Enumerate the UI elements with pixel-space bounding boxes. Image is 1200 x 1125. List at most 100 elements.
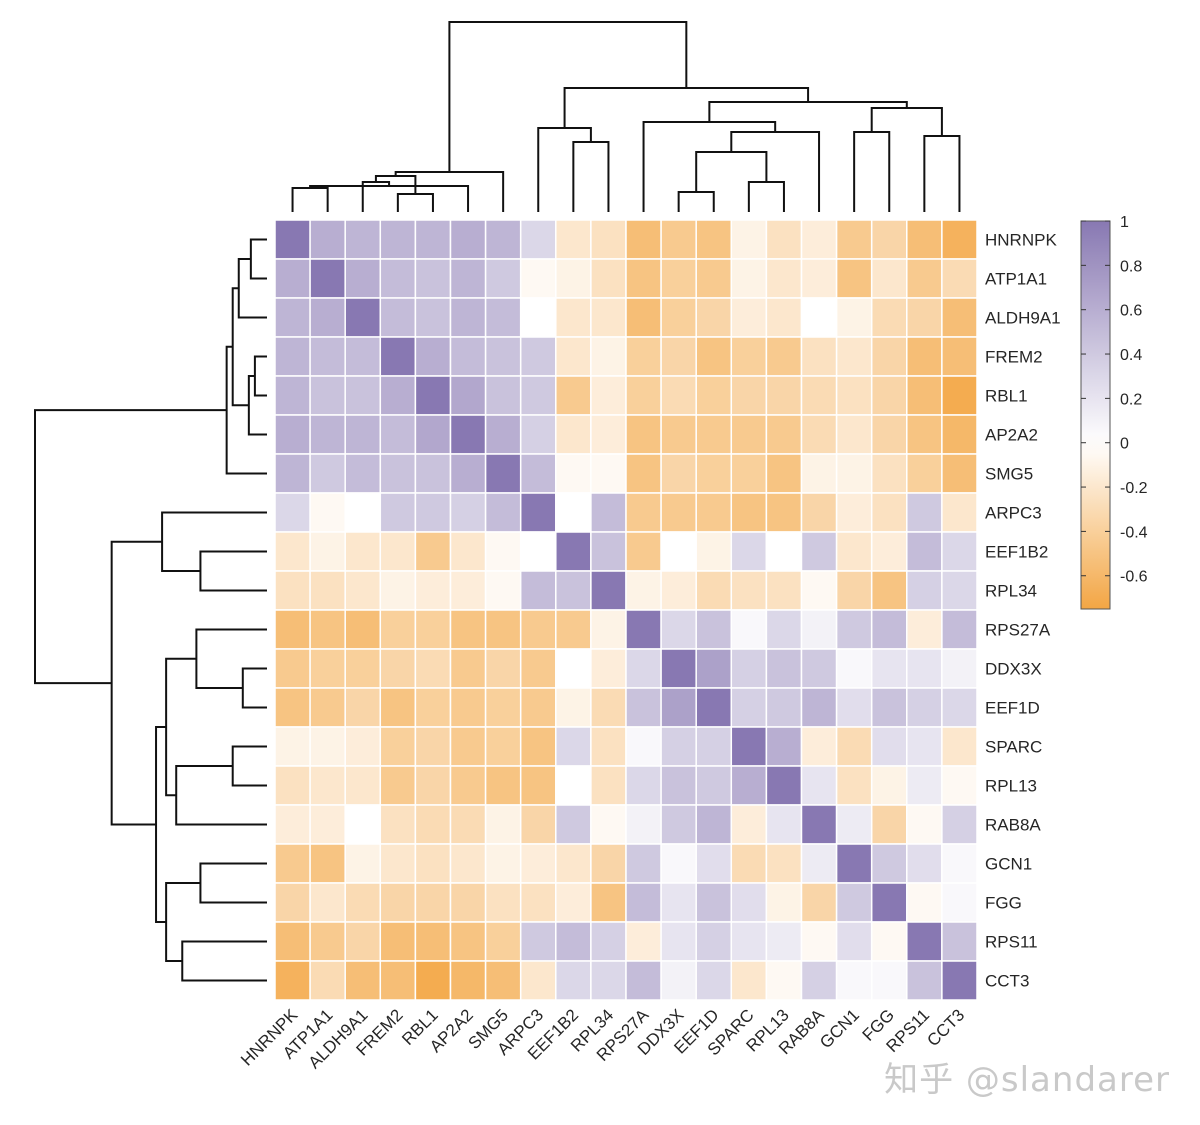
heatmap-cell-EEF1B2-HNRNPK <box>274 531 311 572</box>
heatmap-cell-DDX3X-RAB8A <box>800 648 838 689</box>
heatmap-cell-RPL34-ALDH9A1 <box>344 570 382 611</box>
heatmap-cell-DDX3X-AP2A2 <box>449 648 487 689</box>
heatmap-cell-ATP1A1-DDX3X <box>660 258 697 299</box>
heatmap-cell-AP2A2-RBL1 <box>414 414 452 455</box>
heatmap-cell-EEF1D-FREM2 <box>379 687 417 728</box>
heatmap-cell-CCT3-RPL13 <box>765 960 803 1001</box>
heatmap-cell-RPL13-EEF1D <box>695 765 733 806</box>
heatmap-cell-GCN1-RAB8A <box>800 843 838 884</box>
colorbar-tick-label: 0.4 <box>1120 347 1142 364</box>
colorbar-tick-label: 0.8 <box>1120 258 1142 275</box>
heatmap-cell-RPS27A-RPS27A <box>625 609 662 650</box>
heatmap-cell-FREM2-DDX3X <box>660 336 697 377</box>
dendrogram-link-col-7 <box>537 127 592 212</box>
heatmap-cell-RPL34-RPL13 <box>765 570 803 611</box>
heatmap-cell-AP2A2-FGG <box>870 414 908 455</box>
heatmap-cell-ATP1A1-AP2A2 <box>449 258 487 299</box>
heatmap-cell-RBL1-RPL13 <box>765 375 803 416</box>
heatmap-cell-ARPC3-HNRNPK <box>274 492 311 533</box>
dendrogram-link-row-14 <box>181 940 267 982</box>
heatmap-cell-EEF1D-RAB8A <box>800 687 838 728</box>
heatmap-cell-SPARC-SPARC <box>730 726 768 767</box>
heatmap-cell-RPS11-GCN1 <box>835 921 873 962</box>
heatmap-cell-SMG5-ATP1A1 <box>309 453 346 494</box>
row-label-CCT3: CCT3 <box>985 972 1029 991</box>
dendrogram-link-col-18 <box>448 21 688 172</box>
heatmap-cell-GCN1-RPS11 <box>906 843 943 884</box>
heatmap-cell-SMG5-RPL13 <box>765 453 803 494</box>
heatmap-cell-FGG-SMG5 <box>484 882 522 923</box>
heatmap-cell-EEF1D-FGG <box>870 687 908 728</box>
row-label-RPS27A: RPS27A <box>985 621 1051 640</box>
heatmap-cell-CCT3-ATP1A1 <box>309 960 346 1001</box>
heatmap-cell-FREM2-ATP1A1 <box>309 336 346 377</box>
heatmap-cell-RPL34-FGG <box>870 570 908 611</box>
watermark: 知乎 @slandarer <box>884 1060 1170 1100</box>
heatmap-cell-ARPC3-ALDH9A1 <box>344 492 382 533</box>
heatmap-cell-RPS27A-EEF1B2 <box>555 609 592 650</box>
heatmap-cell-RAB8A-RAB8A <box>800 804 838 845</box>
heatmap-cell-EEF1D-ALDH9A1 <box>344 687 382 728</box>
heatmap-cell-CCT3-CCT3 <box>941 960 978 1001</box>
row-label-EEF1B2: EEF1B2 <box>985 543 1048 562</box>
dendrogram-link-row-17 <box>110 540 163 826</box>
heatmap-cell-EEF1B2-SMG5 <box>484 531 522 572</box>
heatmap-cell-EEF1D-HNRNPK <box>274 687 311 728</box>
heatmap-cell-CCT3-RPS11 <box>906 960 943 1001</box>
heatmap-cell-RPS27A-ALDH9A1 <box>344 609 382 650</box>
heatmap-cell-CCT3-DDX3X <box>660 960 697 1001</box>
heatmap-cell-HNRNPK-GCN1 <box>835 219 873 260</box>
heatmap-cell-EEF1D-RPL34 <box>590 687 627 728</box>
heatmap-cell-RPL13-RPL34 <box>590 765 627 806</box>
heatmap-cell-RPS27A-RPL13 <box>765 609 803 650</box>
heatmap-cell-CCT3-AP2A2 <box>449 960 487 1001</box>
heatmap-cell-AP2A2-ARPC3 <box>519 414 557 455</box>
heatmap-cell-RPS27A-RPS11 <box>906 609 943 650</box>
heatmap-cell-CCT3-RBL1 <box>414 960 452 1001</box>
heatmap-cell-HNRNPK-ALDH9A1 <box>344 219 382 260</box>
heatmap-cell-HNRNPK-AP2A2 <box>449 219 487 260</box>
heatmap-cell-CCT3-EEF1B2 <box>555 960 592 1001</box>
heatmap-cell-ALDH9A1-RPS27A <box>625 297 662 338</box>
heatmap-cell-RPS11-RPS11 <box>906 921 943 962</box>
heatmap-cell-RPS11-ARPC3 <box>519 921 557 962</box>
heatmap-cell-FREM2-EEF1D <box>695 336 733 377</box>
heatmap-cell-DDX3X-SPARC <box>730 648 768 689</box>
heatmap-cell-AP2A2-SPARC <box>730 414 768 455</box>
heatmap-cell-FREM2-RPL13 <box>765 336 803 377</box>
heatmap-cell-FREM2-FGG <box>870 336 908 377</box>
heatmap-cell-EEF1B2-RPL13 <box>765 531 803 572</box>
heatmap-cell-EEF1D-CCT3 <box>941 687 978 728</box>
heatmap-cell-SPARC-HNRNPK <box>274 726 311 767</box>
heatmap-cell-GCN1-DDX3X <box>660 843 697 884</box>
heatmap-cell-DDX3X-ATP1A1 <box>309 648 346 689</box>
heatmap-cell-RPS11-RPL34 <box>590 921 627 962</box>
heatmap-cell-FGG-DDX3X <box>660 882 697 923</box>
heatmap-cell-EEF1B2-CCT3 <box>941 531 978 572</box>
heatmap-cell-ATP1A1-EEF1D <box>695 258 733 299</box>
heatmap-cell-RAB8A-EEF1D <box>695 804 733 845</box>
heatmap-cell-SMG5-CCT3 <box>941 453 978 494</box>
heatmap-cell-EEF1B2-RPL34 <box>590 531 627 572</box>
heatmap-cell-FREM2-SPARC <box>730 336 768 377</box>
heatmap-cell-ALDH9A1-RBL1 <box>414 297 452 338</box>
heatmap-cell-FGG-AP2A2 <box>449 882 487 923</box>
heatmap-cell-HNRNPK-EEF1B2 <box>555 219 592 260</box>
heatmap-cell-ALDH9A1-GCN1 <box>835 297 873 338</box>
heatmap-cell-SPARC-SMG5 <box>484 726 522 767</box>
row-label-FREM2: FREM2 <box>985 348 1043 367</box>
row-label-RAB8A: RAB8A <box>985 816 1041 835</box>
heatmap-cell-GCN1-CCT3 <box>941 843 978 884</box>
dendrogram-link-col-11 <box>730 131 821 212</box>
heatmap-cell-RBL1-SPARC <box>730 375 768 416</box>
heatmap-cell-SMG5-EEF1D <box>695 453 733 494</box>
heatmap-cell-FREM2-RPS27A <box>625 336 662 377</box>
heatmap-cell-RPL34-RPS27A <box>625 570 662 611</box>
heatmap-cell-EEF1B2-ATP1A1 <box>309 531 346 572</box>
heatmap-cell-FREM2-ALDH9A1 <box>344 336 382 377</box>
heatmap-cell-RPS27A-ATP1A1 <box>309 609 346 650</box>
colorbar-tick-label: -0.2 <box>1120 480 1148 497</box>
heatmap-cell-ATP1A1-RBL1 <box>414 258 452 299</box>
heatmap-cell-AP2A2-HNRNPK <box>274 414 311 455</box>
heatmap-cell-GCN1-FREM2 <box>379 843 417 884</box>
